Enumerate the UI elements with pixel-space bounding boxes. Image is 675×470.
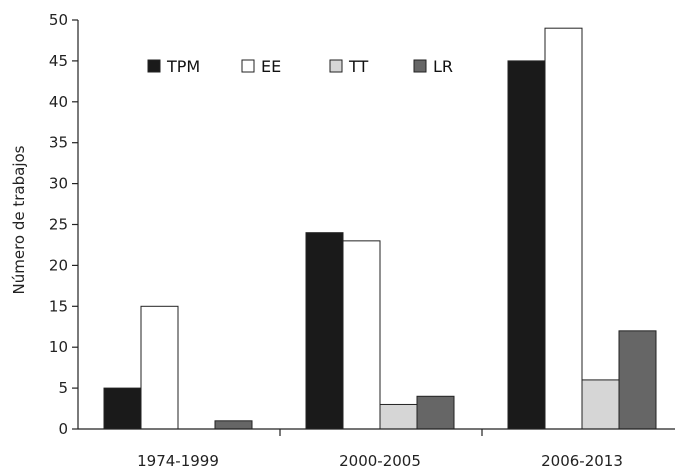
bar-tt	[379, 403, 418, 430]
legend-label-ee: EE	[261, 57, 281, 76]
y-tick-label: 25	[49, 216, 68, 234]
legend-swatch-ee	[241, 59, 255, 73]
y-tick-label: 50	[49, 11, 68, 29]
bar-ee	[342, 240, 381, 430]
x-tick-label: 1974-1999	[137, 452, 219, 470]
y-tick-label: 0	[58, 420, 68, 438]
axes-group: 0 5 10 15 20 25 30 35 40 45 50 1974-1999 2000-2005 20…	[49, 11, 675, 470]
legend-label-lr: LR	[433, 57, 453, 76]
bar-tpm	[507, 60, 546, 430]
bar-tt	[581, 379, 620, 430]
y-tick-label: 35	[49, 134, 68, 152]
legend: TPM EE TT LR	[147, 57, 453, 76]
bars-group	[103, 27, 657, 430]
bar-tpm	[103, 387, 142, 430]
legend-label-tpm: TPM	[166, 57, 200, 76]
bar-lr	[416, 395, 455, 430]
x-tick-label: 2000-2005	[339, 452, 421, 470]
y-tick-label: 10	[49, 338, 68, 356]
bar-ee	[544, 27, 583, 430]
x-tick-label: 2006-2013	[541, 452, 623, 470]
bar-lr	[214, 420, 253, 430]
y-tick-label: 40	[49, 93, 68, 111]
bar-tpm	[305, 232, 344, 430]
y-tick-label: 20	[49, 256, 68, 274]
y-tick-label: 5	[58, 379, 68, 397]
y-tick-label: 30	[49, 175, 68, 193]
legend-swatch-tpm	[147, 59, 161, 73]
legend-label-tt: TT	[348, 57, 368, 76]
y-tick-label: 15	[49, 297, 68, 315]
y-axis-label: Número de trabajos	[10, 145, 28, 294]
bar-lr	[618, 330, 657, 430]
legend-swatch-tt	[329, 59, 343, 73]
legend-swatch-lr	[413, 59, 427, 73]
y-tick-label: 45	[49, 52, 68, 70]
bar-ee	[140, 305, 179, 430]
